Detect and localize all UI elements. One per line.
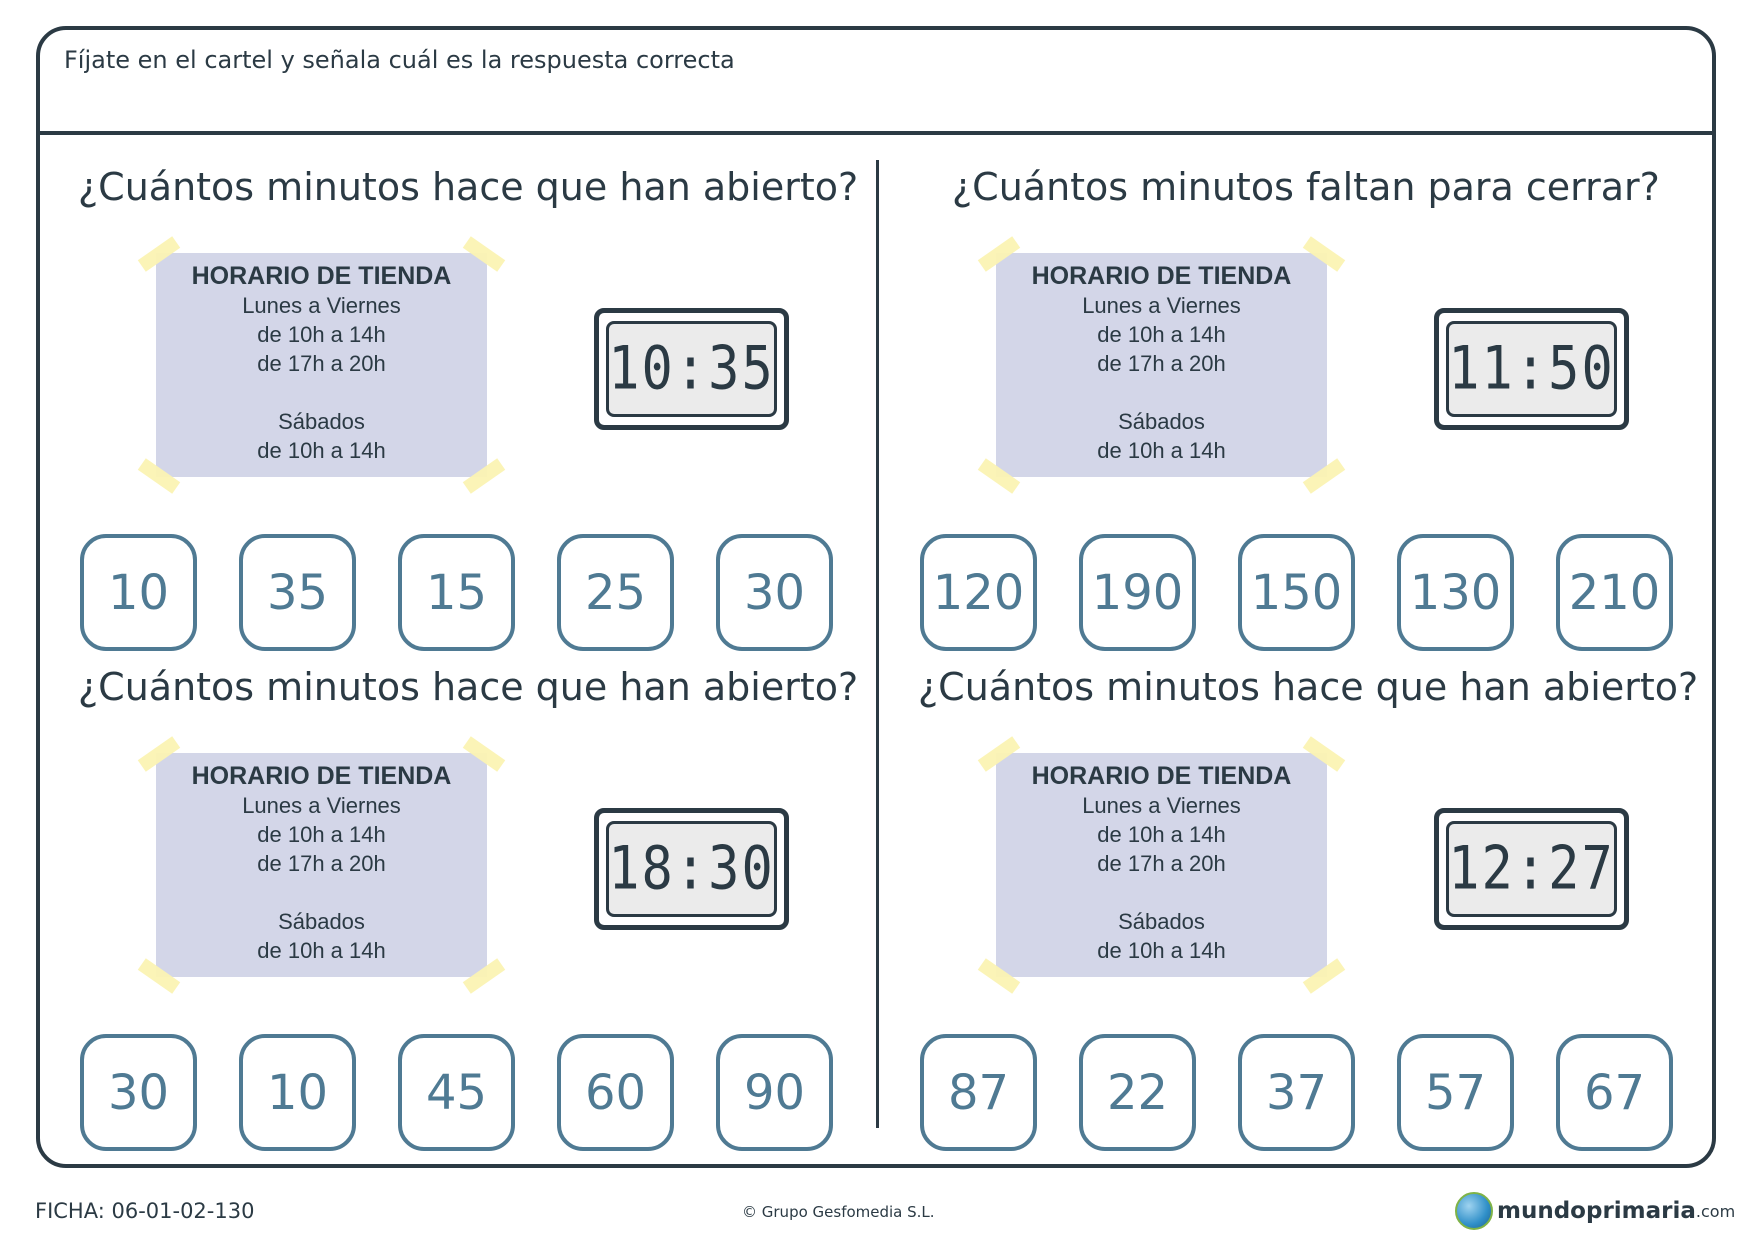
answer-option[interactable]: 30 (716, 534, 833, 651)
sign-line: de 10h a 14h (257, 438, 386, 463)
ficha-code: FICHA: 06-01-02-130 (35, 1199, 255, 1223)
sign-line: de 10h a 14h (1097, 322, 1226, 347)
sign-title: HORARIO DE TIENDA (1031, 762, 1292, 790)
answer-options: 10 35 15 25 30 (80, 534, 840, 655)
clock-time: 10:35 (608, 334, 775, 404)
sign-line: de 10h a 14h (1097, 822, 1226, 847)
answer-option[interactable]: 10 (239, 1034, 356, 1151)
digital-clock: 12:27 (1434, 808, 1629, 930)
answer-option[interactable]: 22 (1079, 1034, 1196, 1151)
store-hours-sign: HORARIO DE TIENDA Lunes a Viernes de 10h… (137, 236, 506, 494)
logo-suffix: .com (1695, 1201, 1736, 1221)
question-text: ¿Cuántos minutos hace que han abierto? (78, 165, 859, 209)
logo-name: mundoprimaria (1497, 1198, 1696, 1224)
answer-options: 87 22 37 57 67 (920, 1034, 1680, 1155)
answer-option[interactable]: 130 (1397, 534, 1514, 651)
answer-option[interactable]: 150 (1238, 534, 1355, 651)
store-hours-sign: HORARIO DE TIENDA Lunes a Viernes de 10h… (977, 236, 1346, 494)
sign-line: Lunes a Viernes (242, 793, 401, 818)
answer-option[interactable]: 57 (1397, 1034, 1514, 1151)
sign-line: Sábados (1118, 409, 1205, 434)
sign-line: Lunes a Viernes (1082, 793, 1241, 818)
answer-option[interactable]: 30 (80, 1034, 197, 1151)
exercise-1: ¿Cuántos minutos hace que han abierto? H… (78, 165, 859, 655)
sign-line: Sábados (278, 409, 365, 434)
digital-clock: 18:30 (594, 808, 789, 930)
digital-clock: 10:35 (594, 308, 789, 430)
answer-option[interactable]: 10 (80, 534, 197, 651)
sign-line: de 10h a 14h (257, 822, 386, 847)
answer-option[interactable]: 120 (920, 534, 1037, 651)
answer-option[interactable]: 90 (716, 1034, 833, 1151)
answer-option[interactable]: 15 (398, 534, 515, 651)
sign-line: Lunes a Viernes (1082, 293, 1241, 318)
exercise-2: ¿Cuántos minutos faltan para cerrar? HOR… (918, 165, 1678, 655)
sign-line: Sábados (1118, 909, 1205, 934)
instruction-text: Fíjate en el cartel y señala cuál es la … (64, 46, 735, 74)
sign-line: de 10h a 14h (257, 322, 386, 347)
answer-options: 30 10 45 60 90 (80, 1034, 840, 1155)
sign-title: HORARIO DE TIENDA (1031, 262, 1292, 290)
copyright-text: © Grupo Gesfomedia S.L. (742, 1203, 935, 1221)
sign-line: de 10h a 14h (257, 938, 386, 963)
answer-option[interactable]: 67 (1556, 1034, 1673, 1151)
digital-clock: 11:50 (1434, 308, 1629, 430)
question-text: ¿Cuántos minutos faltan para cerrar? (952, 165, 1660, 209)
answer-option[interactable]: 35 (239, 534, 356, 651)
store-hours-sign: HORARIO DE TIENDA Lunes a Viernes de 10h… (977, 736, 1346, 994)
answer-option[interactable]: 45 (398, 1034, 515, 1151)
clock-time: 12:27 (1448, 834, 1615, 904)
sign-line: de 10h a 14h (1097, 438, 1226, 463)
site-logo[interactable]: mundoprimaria .com (1455, 1192, 1735, 1230)
answer-option[interactable]: 190 (1079, 534, 1196, 651)
sign-line: de 17h a 20h (257, 851, 386, 876)
exercise-4: ¿Cuántos minutos hace que han abierto? H… (918, 665, 1699, 1155)
sign-line: de 10h a 14h (1097, 938, 1226, 963)
globe-icon (1455, 1192, 1493, 1230)
question-text: ¿Cuántos minutos hace que han abierto? (918, 665, 1699, 709)
sign-line: de 17h a 20h (1097, 851, 1226, 876)
sign-line: Sábados (278, 909, 365, 934)
sign-line: Lunes a Viernes (242, 293, 401, 318)
clock-time: 18:30 (608, 834, 775, 904)
question-text: ¿Cuántos minutos hace que han abierto? (78, 665, 859, 709)
worksheet-frame (36, 26, 1716, 1168)
sign-title: HORARIO DE TIENDA (191, 762, 452, 790)
answer-option[interactable]: 25 (557, 534, 674, 651)
answer-option[interactable]: 210 (1556, 534, 1673, 651)
answer-options: 120 190 150 130 210 (920, 534, 1680, 655)
answer-option[interactable]: 87 (920, 1034, 1037, 1151)
answer-option[interactable]: 37 (1238, 1034, 1355, 1151)
exercise-3: ¿Cuántos minutos hace que han abierto? H… (78, 665, 859, 1155)
store-hours-sign: HORARIO DE TIENDA Lunes a Viernes de 10h… (137, 736, 506, 994)
column-divider (876, 160, 879, 1128)
answer-option[interactable]: 60 (557, 1034, 674, 1151)
clock-time: 11:50 (1448, 334, 1615, 404)
sign-line: de 17h a 20h (1097, 351, 1226, 376)
sign-title: HORARIO DE TIENDA (191, 262, 452, 290)
header-divider (38, 131, 1714, 135)
sign-line: de 17h a 20h (257, 351, 386, 376)
